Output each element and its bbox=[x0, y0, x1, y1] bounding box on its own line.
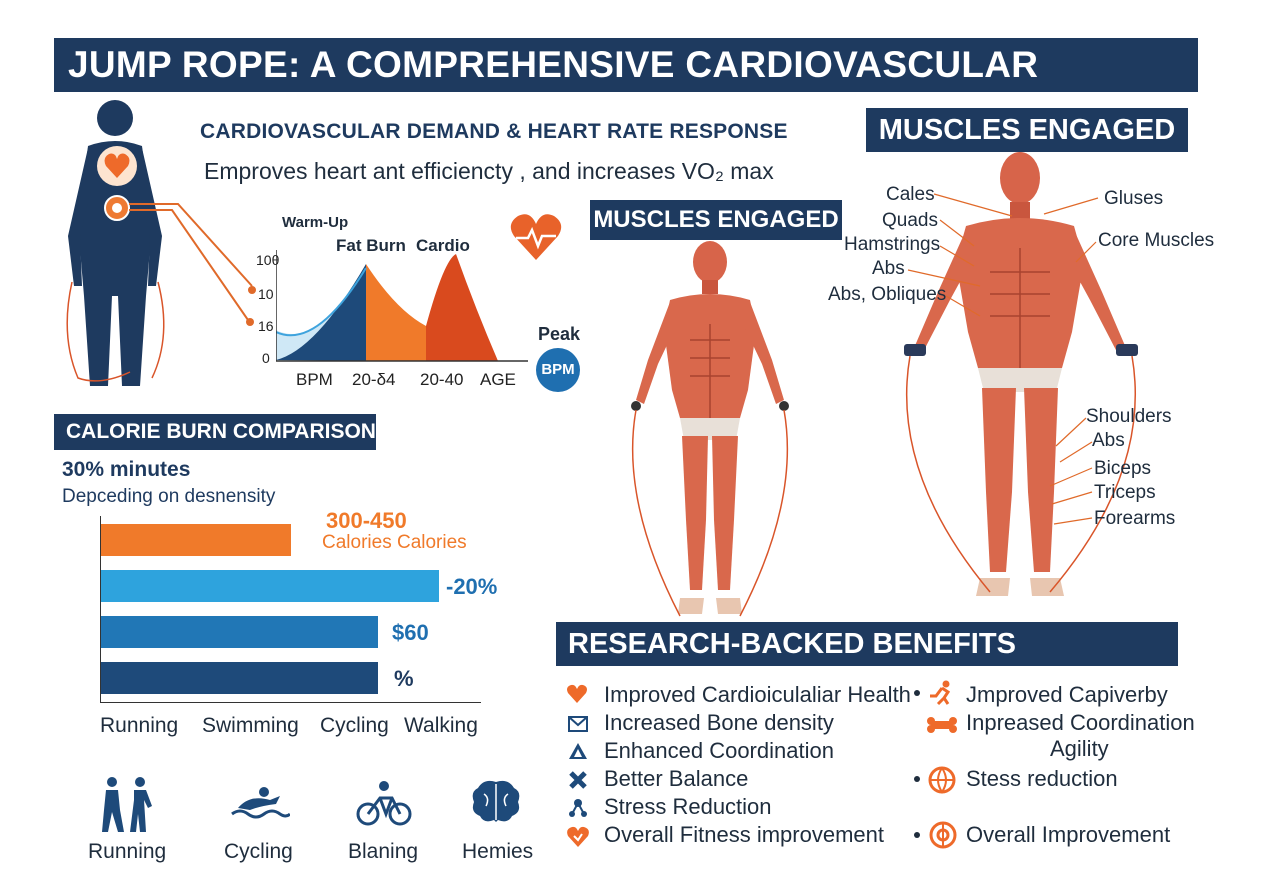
cardio-section-title: CARDIOVASCULAR DEMAND & HEART RATE RESPO… bbox=[200, 120, 788, 143]
bar-value-label: 300-450 bbox=[326, 508, 407, 533]
x-label-age: AGE bbox=[480, 370, 516, 389]
swimmer-icon bbox=[231, 787, 290, 819]
y-tick: 0 bbox=[262, 350, 270, 366]
cyclist-icon bbox=[356, 781, 412, 826]
muscle-leader-lines bbox=[907, 193, 1099, 525]
y-tick: 10 bbox=[258, 286, 274, 302]
bullet bbox=[914, 832, 920, 838]
benefit-item: Stress Reduction bbox=[604, 794, 772, 819]
muscle-label: Core Muscles bbox=[1098, 230, 1215, 251]
bar-value-label: -20% bbox=[446, 574, 498, 599]
category-label: Cycling bbox=[320, 714, 389, 737]
bone-icon bbox=[927, 717, 957, 733]
bar-sub-label: Calories Calories bbox=[322, 532, 467, 553]
muscle-label: Hamstrings bbox=[844, 234, 941, 255]
x-label-range2: 20-40 bbox=[420, 370, 464, 389]
human-silhouette-icon bbox=[66, 100, 256, 386]
muscle-label: Shoulders bbox=[1086, 406, 1172, 427]
benefit-item: Improved Cardioiculaliar Health bbox=[604, 682, 911, 707]
muscle-label: Gluses bbox=[1104, 188, 1164, 209]
bpm-badge: BPM bbox=[536, 348, 580, 392]
zone-area-fatburn bbox=[276, 264, 368, 361]
benefit-item: Overall Fitness improvement bbox=[604, 822, 884, 847]
category-label: Running bbox=[100, 714, 179, 737]
bullet bbox=[914, 690, 920, 696]
calorie-bar bbox=[101, 570, 439, 602]
muscle-label: Quads bbox=[882, 210, 938, 231]
heart-rate-chart bbox=[276, 250, 528, 362]
envelope-icon bbox=[568, 716, 588, 732]
icon-label: Running bbox=[88, 840, 167, 863]
muscle-label: Biceps bbox=[1094, 458, 1152, 479]
benefit-item: Enhanced Coordination bbox=[604, 738, 834, 763]
benefit-item: Agility bbox=[1050, 736, 1109, 761]
runners-icon bbox=[102, 777, 152, 832]
target-icon bbox=[929, 821, 957, 849]
x-label-bpm: BPM bbox=[296, 370, 333, 389]
globe-icon bbox=[928, 766, 956, 794]
category-label: Swimming bbox=[202, 714, 299, 737]
muscle-label: Triceps bbox=[1094, 482, 1156, 503]
benefit-item: Jmproved Capiverby bbox=[966, 682, 1168, 707]
bullet bbox=[914, 776, 920, 782]
muscle-label: Abs bbox=[872, 258, 905, 279]
benefit-item: Inpreased Coordination bbox=[966, 710, 1195, 735]
muscle-label: Abs, Obliques bbox=[828, 284, 947, 305]
benefit-item: Better Balance bbox=[604, 766, 749, 791]
calorie-bar bbox=[101, 524, 291, 556]
icon-label: Hemies bbox=[462, 840, 534, 863]
zone-label-warmup: Warm-Up bbox=[282, 214, 349, 231]
research-section-title: RESEARCH-BACKED BENEFITS OVERVIEW bbox=[556, 622, 1178, 704]
calorie-duration: 30% minutes bbox=[62, 458, 191, 481]
molecule-icon bbox=[569, 799, 587, 817]
peak-label: Peak bbox=[538, 324, 581, 344]
runner-icon bbox=[930, 680, 951, 706]
bar-value-label: $60 bbox=[392, 620, 429, 645]
anatomy-figure-large bbox=[904, 152, 1138, 596]
muscle-label: Forearms bbox=[1094, 508, 1176, 529]
category-label: Walking bbox=[404, 714, 478, 737]
benefit-item: Overall Improvement bbox=[966, 822, 1171, 847]
benefit-item: Stess reduction bbox=[966, 766, 1118, 791]
calorie-bar bbox=[101, 616, 378, 648]
benefit-item: Increased Bone density bbox=[604, 710, 834, 735]
icon-label: Cycling bbox=[224, 840, 293, 863]
zone-label-cardio: Cardio bbox=[416, 236, 470, 255]
cross-icon bbox=[569, 771, 587, 789]
cardio-subtitle: Emproves heart ant efficiencty , and inc… bbox=[204, 158, 774, 184]
calorie-note: Depceding on desnensity bbox=[62, 486, 276, 507]
zone-label-fatburn: Fat Burn bbox=[336, 236, 406, 255]
y-tick: 16 bbox=[258, 318, 274, 334]
muscles-title-large: MUSCLES ENGAGED bbox=[866, 108, 1188, 152]
page-title: JUMP ROPE: A COMPREHENSIVE CARDIOVASCULA… bbox=[54, 38, 1198, 139]
calorie-chart bbox=[100, 516, 481, 703]
heart-shield-icon bbox=[567, 826, 589, 847]
zone-area-cardio-peak bbox=[426, 254, 498, 361]
triangle-icon bbox=[569, 743, 587, 759]
heart-icon bbox=[567, 684, 587, 703]
curve-line bbox=[276, 267, 367, 337]
calorie-section-title: CALORIE BURN COMPARISON bbox=[54, 414, 376, 450]
icon-label: Blaning bbox=[348, 840, 419, 863]
zone-area-cardio-rise bbox=[366, 264, 426, 361]
calorie-bar bbox=[101, 662, 378, 694]
brain-icon bbox=[472, 780, 520, 822]
y-tick: 10θ bbox=[256, 252, 280, 268]
heart-pulse-icon bbox=[510, 214, 562, 260]
muscle-label: Cales bbox=[886, 184, 935, 205]
x-label-range1: 20-δ4 bbox=[352, 370, 396, 389]
bar-value-label: % bbox=[394, 666, 414, 691]
anatomy-figure-front bbox=[631, 241, 789, 617]
muscles-title-small: MUSCLES ENGAGED bbox=[590, 200, 842, 240]
muscle-label: Abs bbox=[1092, 430, 1125, 451]
